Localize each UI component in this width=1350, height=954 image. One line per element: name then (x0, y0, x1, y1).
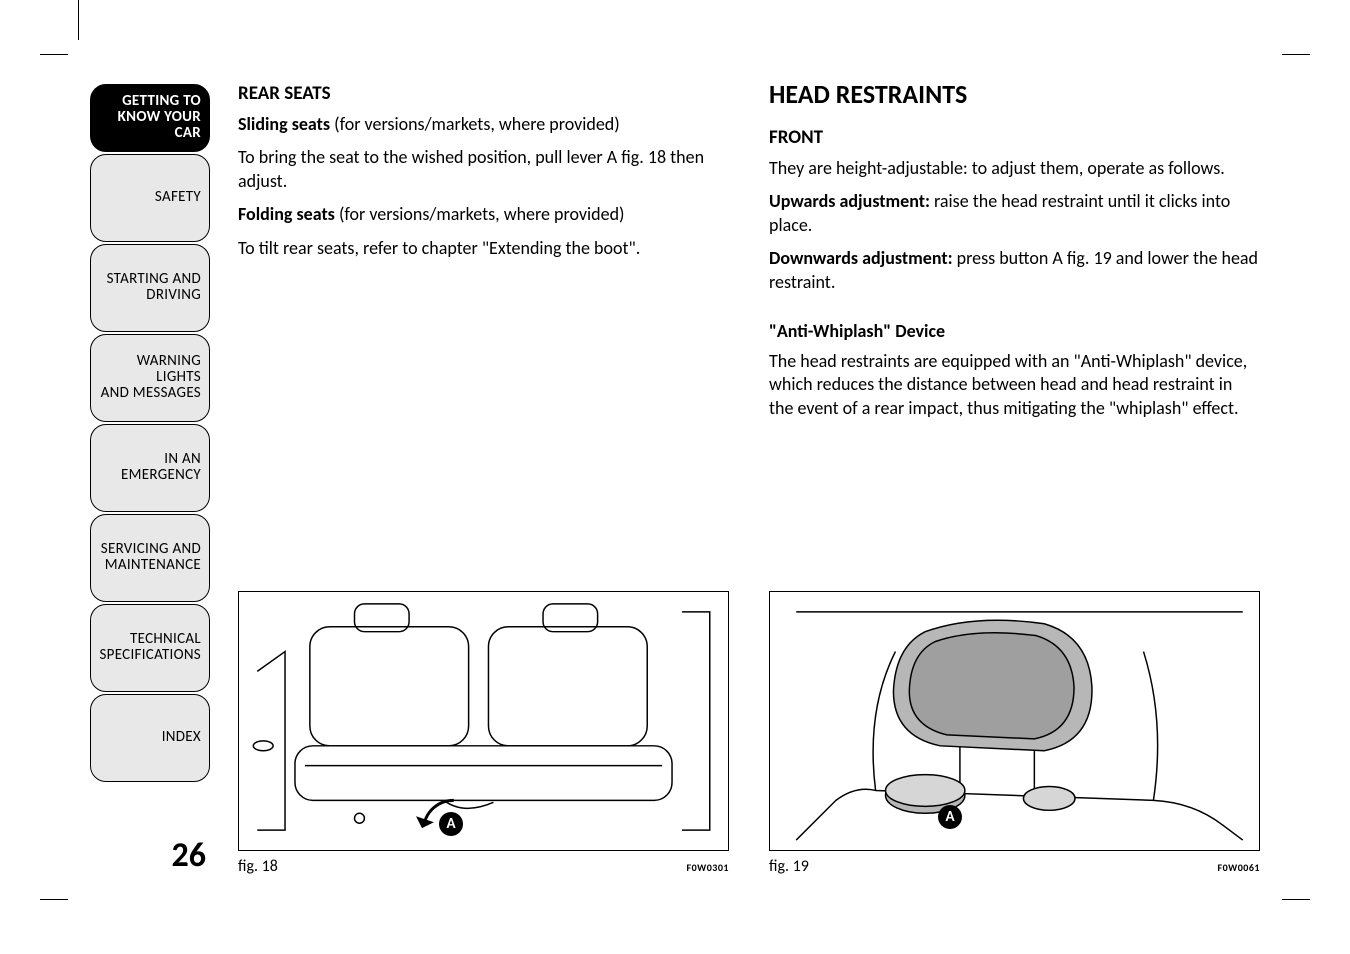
tab-label: DRIVING (146, 288, 201, 304)
rear-seats-heading: REAR SEATS (238, 82, 729, 105)
callout-a: A (439, 812, 463, 836)
body-text: (for versions/markets, where provided) (335, 203, 625, 225)
folding-seats-para: Folding seats (for versions/markets, whe… (238, 203, 729, 226)
tab-label: SPECIFICATIONS (99, 648, 201, 664)
tab-label: AND MESSAGES (101, 386, 201, 402)
crop-mark (40, 54, 68, 55)
tab-starting-driving[interactable]: STARTING AND DRIVING (90, 244, 210, 332)
figure-code: F0W0061 (1218, 861, 1261, 874)
tab-emergency[interactable]: IN AN EMERGENCY (90, 424, 210, 512)
figure-19: A fig. 19 F0W0061 (769, 591, 1260, 876)
rear-seat-icon (239, 592, 728, 850)
crop-mark (40, 899, 68, 900)
crop-mark (1282, 54, 1310, 55)
crop-mark (78, 0, 79, 40)
body-text: To bring the seat to the wished position… (238, 146, 729, 193)
figure-18-caption: fig. 18 F0W0301 (238, 851, 729, 876)
tab-safety[interactable]: SAFETY (90, 154, 210, 242)
body-text: The head restraints are equipped with an… (769, 350, 1260, 420)
tab-technical[interactable]: TECHNICAL SPECIFICATIONS (90, 604, 210, 692)
tab-index[interactable]: INDEX (90, 694, 210, 782)
tab-label: KNOW YOUR CAR (91, 110, 201, 142)
page-content: GETTING TO KNOW YOUR CAR SAFETY STARTING… (90, 78, 1260, 876)
crop-mark (1282, 899, 1310, 900)
figure-19-illustration: A (769, 591, 1260, 851)
folding-seats-label: Folding seats (238, 203, 335, 225)
front-subheading: FRONT (769, 126, 1260, 149)
figure-label: fig. 19 (769, 857, 809, 876)
upwards-label: Upwards adjustment: (769, 190, 930, 212)
tab-label: INDEX (162, 730, 201, 746)
tab-getting-to-know[interactable]: GETTING TO KNOW YOUR CAR (90, 84, 210, 152)
sliding-seats-label: Sliding seats (238, 113, 330, 135)
page-number: 26 (90, 835, 210, 876)
tab-label: WARNING LIGHTS (91, 354, 201, 386)
tab-label: IN AN EMERGENCY (91, 452, 201, 484)
body-columns: REAR SEATS Sliding seats (for versions/m… (210, 78, 1260, 876)
body-text: They are height-adjustable: to adjust th… (769, 157, 1260, 180)
section-tabs-sidebar: GETTING TO KNOW YOUR CAR SAFETY STARTING… (90, 78, 210, 876)
head-restraints-heading: HEAD RESTRAINTS (769, 78, 1260, 110)
head-restraint-icon (770, 592, 1259, 850)
body-text: (for versions/markets, where provided) (330, 113, 620, 135)
tab-servicing[interactable]: SERVICING AND MAINTENANCE (90, 514, 210, 602)
anti-whiplash-subheading: "Anti-Whiplash" Device (769, 320, 1260, 342)
downwards-label: Downwards adjustment: (769, 247, 953, 269)
figure-18: A fig. 18 F0W0301 (238, 591, 729, 876)
figure-label: fig. 18 (238, 857, 278, 876)
sliding-seats-para: Sliding seats (for versions/markets, whe… (238, 113, 729, 136)
right-column: HEAD RESTRAINTS FRONT They are height-ad… (769, 78, 1260, 876)
downwards-para: Downwards adjustment: press button A fig… (769, 247, 1260, 294)
tab-label: SAFETY (155, 190, 201, 206)
tab-warning-lights[interactable]: WARNING LIGHTS AND MESSAGES (90, 334, 210, 422)
upwards-para: Upwards adjustment: raise the head restr… (769, 190, 1260, 237)
left-column: REAR SEATS Sliding seats (for versions/m… (238, 78, 729, 876)
figure-19-caption: fig. 19 F0W0061 (769, 851, 1260, 876)
body-text: To tilt rear seats, refer to chapter "Ex… (238, 237, 729, 260)
tab-label: MAINTENANCE (105, 558, 201, 574)
figure-code: F0W0301 (687, 861, 730, 874)
callout-a: A (938, 805, 962, 829)
figure-18-illustration: A (238, 591, 729, 851)
